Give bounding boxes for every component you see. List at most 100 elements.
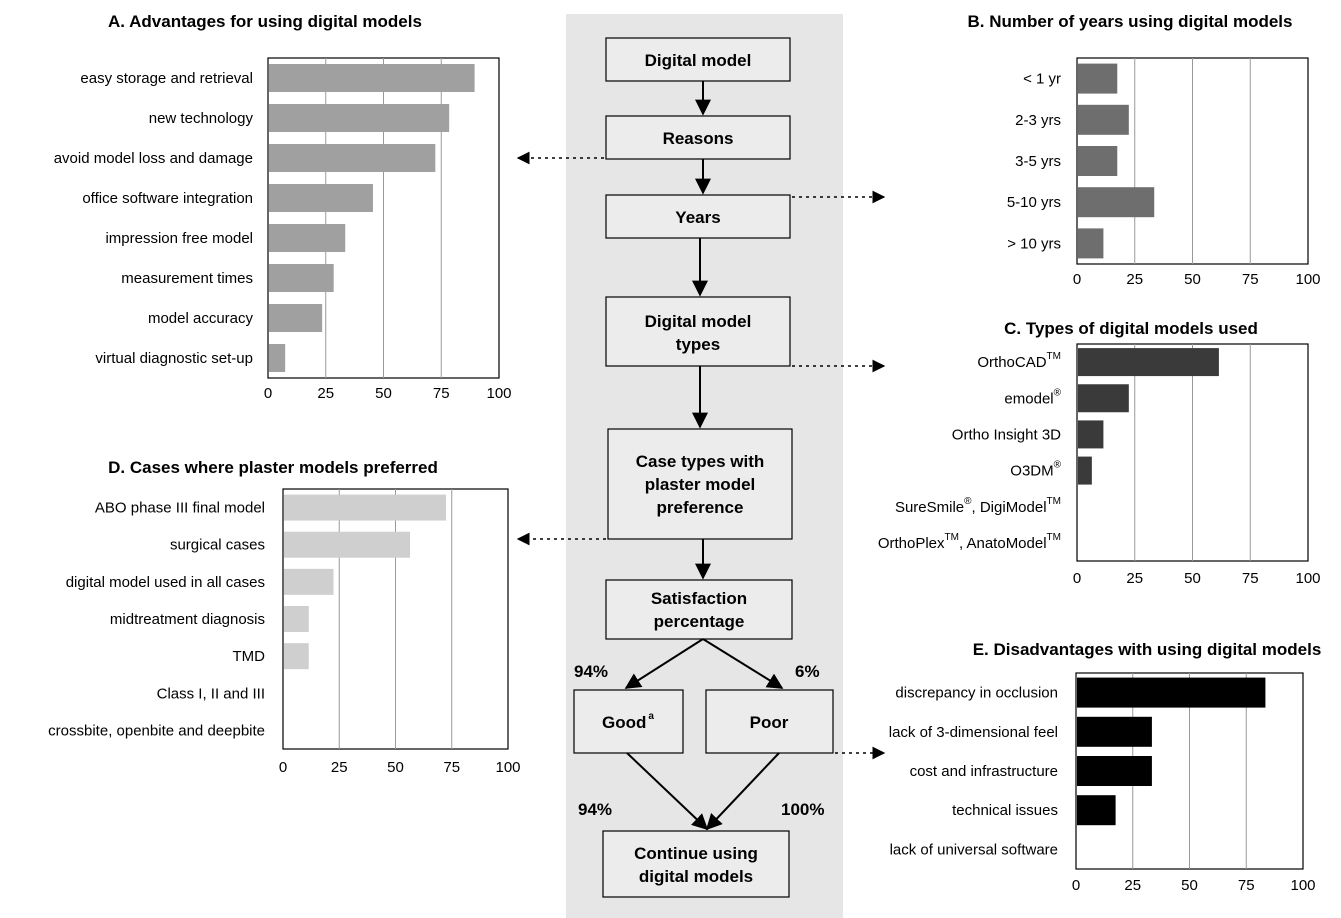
arrow-good-to-continue <box>626 752 709 831</box>
x-tick-label: 75 <box>443 759 460 776</box>
node-satisfaction-label-2: percentage <box>654 612 745 631</box>
category-label: lack of universal software <box>890 841 1058 858</box>
category-label: emodel® <box>1004 387 1061 407</box>
category-label: Class I, II and III <box>157 685 265 702</box>
category-label-superscript: TM <box>945 532 959 543</box>
pct-good-continue: 94% <box>578 800 612 819</box>
x-tick-label: 100 <box>486 385 511 402</box>
node-continue-label-1: Continue using <box>634 844 758 863</box>
flowchart: Digital model Reasons Years Digital mode… <box>516 37 886 898</box>
chart-B: B. Number of years using digital models 0… <box>968 12 1321 288</box>
svg-text:percentage: percentage <box>654 612 745 631</box>
bar <box>269 184 373 212</box>
bar <box>1078 146 1118 176</box>
x-tick-label: 50 <box>387 759 404 776</box>
node-good <box>573 689 684 754</box>
category-label: OrthoPlexTM, AnatoModelTM <box>878 532 1061 552</box>
node-continue <box>602 830 790 898</box>
bar <box>1078 228 1104 259</box>
category-label-part: emodel <box>1004 390 1053 407</box>
node-digital-model-label: Digital model <box>645 51 752 70</box>
svg-text:plaster model: plaster model <box>645 475 756 494</box>
bar <box>1078 384 1129 413</box>
bar <box>1077 756 1152 786</box>
category-label-superscript: TM <box>1047 496 1061 507</box>
bar <box>1078 348 1219 377</box>
pct-poor-continue: 100% <box>781 800 824 819</box>
x-tick-label: 50 <box>1184 570 1201 587</box>
category-label: 2-3 yrs <box>1015 112 1061 129</box>
x-tick-label: 25 <box>1126 570 1143 587</box>
chart-A: A. Advantages for using digital models 0 2… <box>54 12 512 402</box>
category-label: O3DM® <box>1010 460 1061 480</box>
category-label-part: OrthoCAD <box>977 354 1046 371</box>
chart-title: C. Types of digital models used <box>1004 319 1258 338</box>
chart-title: D. Cases where plaster models preferred <box>108 458 438 477</box>
x-tick-label: 75 <box>433 385 450 402</box>
chart-C: C. Types of digital models used 0 25 50 75 10… <box>878 319 1321 587</box>
chart-title: B. Number of years using digital models <box>968 12 1293 31</box>
category-label: SureSmile®, DigiModelTM <box>895 496 1061 516</box>
node-good-label: Good <box>602 713 646 732</box>
bar <box>1078 420 1104 449</box>
x-tick-label: 0 <box>1073 570 1081 587</box>
category-label: midtreatment diagnosis <box>110 611 265 628</box>
x-tick-label: 50 <box>1181 877 1198 894</box>
category-label: surgical cases <box>170 537 265 554</box>
category-label: > 10 yrs <box>1007 235 1061 252</box>
x-tick-label: 100 <box>1295 271 1320 288</box>
svg-text:Satisfaction: Satisfaction <box>651 589 747 608</box>
svg-text:Continue using: Continue using <box>634 844 758 863</box>
svg-text:Poor: Poor <box>750 713 789 732</box>
pct-poor-split: 6% <box>795 662 820 681</box>
x-tick-label: 25 <box>1124 877 1141 894</box>
category-label-part: , DigiModel <box>972 499 1047 516</box>
node-reasons <box>605 115 791 160</box>
x-tick-label: 75 <box>1242 570 1259 587</box>
bar <box>284 494 446 521</box>
bar <box>284 568 334 595</box>
x-tick-label: 100 <box>1290 877 1315 894</box>
svg-text:digital models: digital models <box>639 867 753 886</box>
bar <box>284 643 309 670</box>
bar <box>269 264 334 292</box>
svg-text:preference: preference <box>657 498 744 517</box>
bar <box>269 224 346 252</box>
bar <box>1078 104 1129 135</box>
category-label-part: , AnatoModel <box>959 535 1047 552</box>
x-tick-label: 25 <box>1126 271 1143 288</box>
category-label-part: O3DM <box>1010 463 1053 480</box>
bar <box>269 104 450 132</box>
node-years <box>605 194 791 239</box>
svg-text:Years: Years <box>675 208 720 227</box>
node-satisfaction-label-1: Satisfaction <box>651 589 747 608</box>
pct-good-split: 94% <box>574 662 608 681</box>
node-types-label-2: types <box>676 335 720 354</box>
svg-text:types: types <box>676 335 720 354</box>
category-label: < 1 yr <box>1023 71 1061 88</box>
category-label: avoid model loss and damage <box>54 150 253 167</box>
category-label-superscript: ® <box>1054 460 1062 471</box>
category-label-superscript: ® <box>1054 387 1062 398</box>
x-tick-label: 50 <box>1184 271 1201 288</box>
bar <box>269 64 475 92</box>
x-tick-label: 25 <box>317 385 334 402</box>
category-label: lack of 3-dimensional feel <box>889 724 1058 741</box>
category-label: crossbite, openbite and deepbite <box>48 722 265 739</box>
category-label: discrepancy in occlusion <box>895 685 1058 702</box>
category-label: impression free model <box>105 230 253 247</box>
bar <box>269 304 323 332</box>
node-years-label: Years <box>675 208 720 227</box>
category-label-part: OrthoPlex <box>878 535 945 552</box>
category-label-part: Ortho Insight 3D <box>952 426 1061 443</box>
x-tick-label: 0 <box>1072 877 1080 894</box>
svg-text:Digital model: Digital model <box>645 51 752 70</box>
arrow-poor-to-continue <box>705 752 780 831</box>
bar <box>284 606 309 632</box>
bar <box>284 531 410 558</box>
arrow-satisfaction-to-poor <box>702 638 784 689</box>
bar <box>1077 795 1116 826</box>
node-good-footnote: a <box>648 711 654 722</box>
